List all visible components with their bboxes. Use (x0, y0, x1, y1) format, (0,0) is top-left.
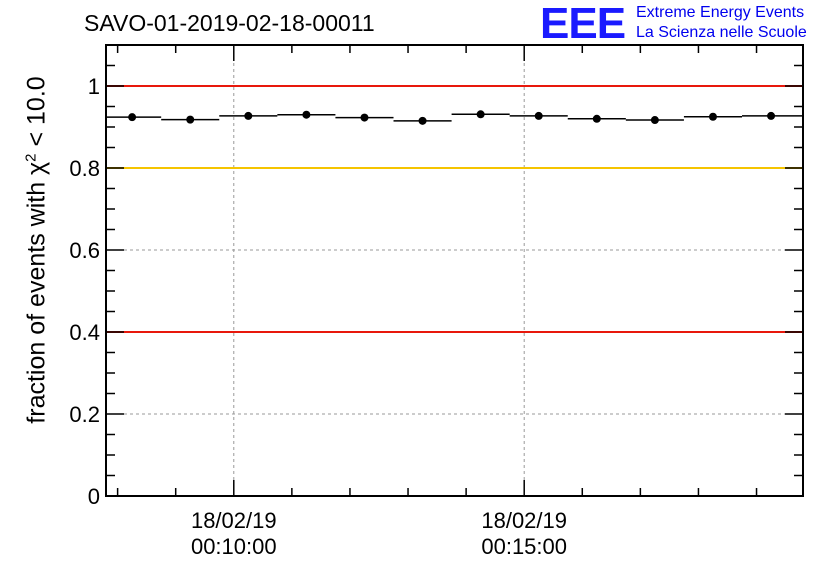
logo-caption: Extreme Energy Events La Scienza nelle S… (636, 3, 807, 43)
data-point (534, 111, 543, 120)
y-tick-label: 0.8 (69, 156, 100, 181)
x-tick-date: 18/02/19 (481, 508, 568, 533)
x-tick-date: 18/02/19 (190, 508, 277, 533)
x-tick-label: 18/02/19 00:15:00 (481, 508, 567, 560)
x-tick-time: 00:10:00 (190, 534, 277, 559)
data-point (128, 113, 137, 122)
data-point (418, 116, 427, 125)
logo-line-1: Extreme Energy Events (636, 4, 805, 21)
y-tick-label: 0.4 (69, 320, 100, 345)
eee-logo: EEE (540, 0, 626, 48)
plot-frame (105, 44, 804, 497)
data-point (476, 110, 485, 119)
logo-letters: EEE (540, 0, 626, 48)
data-point (650, 116, 659, 125)
data-point (708, 112, 717, 121)
data-point (244, 111, 253, 120)
logo-line-2: La Scienza nelle Scuole (636, 24, 807, 41)
x-tick-label: 18/02/19 00:10:00 (191, 508, 277, 560)
data-point (360, 113, 369, 122)
data-point (302, 110, 311, 119)
data-point (767, 111, 776, 120)
x-tick-time: 00:15:00 (481, 534, 568, 559)
y-tick-label: 0 (88, 484, 100, 509)
chart-title: SAVO-01-2019-02-18-00011 (84, 10, 375, 36)
y-tick-label: 0.6 (69, 238, 100, 263)
y-tick-label: 1 (88, 74, 100, 99)
y-tick-label: 0.2 (69, 402, 100, 427)
data-point (592, 114, 601, 123)
data-point (186, 115, 195, 124)
